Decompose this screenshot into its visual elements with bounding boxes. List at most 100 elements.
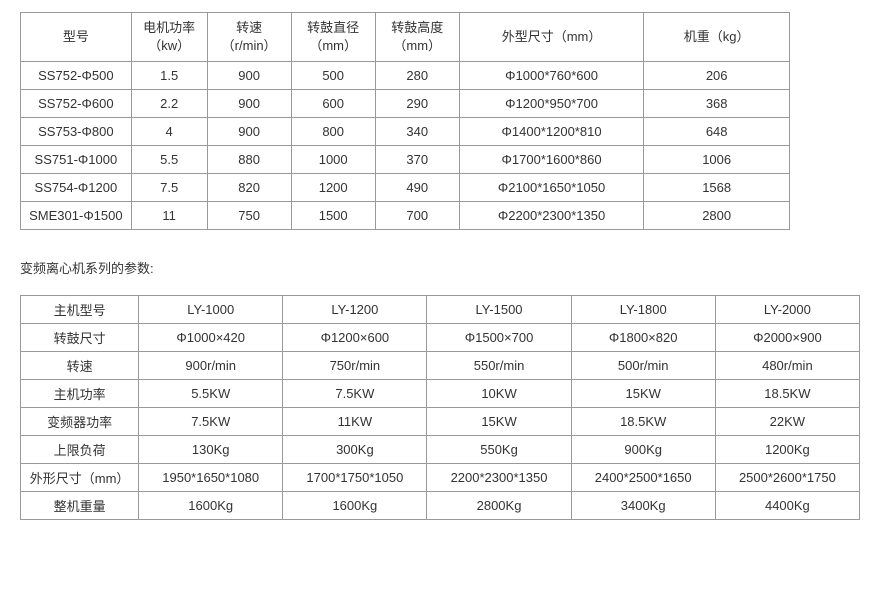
table2-cell: 480r/min xyxy=(715,352,859,380)
table1-cell: 5.5 xyxy=(131,146,207,174)
table1-cell: 1000 xyxy=(291,146,375,174)
table2-cell: 550Kg xyxy=(427,436,571,464)
table1-cell: 340 xyxy=(375,118,459,146)
table1-header-dimensions: 外型尺寸（mm） xyxy=(459,13,644,62)
table-row: SS752-Φ5001.5900500280Φ1000*760*600206 xyxy=(21,62,790,90)
table1-cell: 900 xyxy=(207,90,291,118)
table2-cell: 1200Kg xyxy=(715,436,859,464)
table2-cell: 2500*2600*1750 xyxy=(715,464,859,492)
table2-cell: 18.5KW xyxy=(571,408,715,436)
table2-cell: 10KW xyxy=(427,380,571,408)
table1-cell: 1.5 xyxy=(131,62,207,90)
table1-header-model: 型号 xyxy=(21,13,132,62)
table2-cell: 2400*2500*1650 xyxy=(571,464,715,492)
table1-cell: 648 xyxy=(644,118,790,146)
table2-cell: Φ2000×900 xyxy=(715,324,859,352)
table1-cell: 800 xyxy=(291,118,375,146)
table2-cell: LY-1000 xyxy=(139,296,283,324)
table1-cell: Φ2100*1650*1050 xyxy=(459,174,644,202)
table1-cell: 700 xyxy=(375,202,459,230)
table2-cell: 1950*1650*1080 xyxy=(139,464,283,492)
table-row: 变频器功率7.5KW11KW15KW18.5KW22KW xyxy=(21,408,860,436)
table1-cell: 4 xyxy=(131,118,207,146)
table2-cell: 15KW xyxy=(427,408,571,436)
table2-cell: 130Kg xyxy=(139,436,283,464)
table2-row-label: 外形尺寸（mm） xyxy=(21,464,139,492)
table2-cell: 300Kg xyxy=(283,436,427,464)
table1-cell: 370 xyxy=(375,146,459,174)
table1-body: SS752-Φ5001.5900500280Φ1000*760*600206SS… xyxy=(21,62,790,230)
table2-row-label: 主机功率 xyxy=(21,380,139,408)
table-row: 转鼓尺寸Φ1000×420Φ1200×600Φ1500×700Φ1800×820… xyxy=(21,324,860,352)
table-row: SS751-Φ10005.58801000370Φ1700*1600*86010… xyxy=(21,146,790,174)
table1-header-speed: 转速（r/min） xyxy=(207,13,291,62)
table2-body: 主机型号LY-1000LY-1200LY-1500LY-1800LY-2000转… xyxy=(21,296,860,520)
table1-cell: Φ1200*950*700 xyxy=(459,90,644,118)
table-row: 整机重量1600Kg1600Kg2800Kg3400Kg4400Kg xyxy=(21,492,860,520)
table1-header-drum-height: 转鼓高度（mm） xyxy=(375,13,459,62)
table2-row-label: 主机型号 xyxy=(21,296,139,324)
table1-cell: SS754-Φ1200 xyxy=(21,174,132,202)
table1-header-drum-diameter: 转鼓直径（mm） xyxy=(291,13,375,62)
table1-header-weight: 机重（kg） xyxy=(644,13,790,62)
table2-row-label: 变频器功率 xyxy=(21,408,139,436)
table2-row-label: 转速 xyxy=(21,352,139,380)
table2-cell: LY-1200 xyxy=(283,296,427,324)
table1-cell: SS752-Φ500 xyxy=(21,62,132,90)
table-row: 上限负荷130Kg300Kg550Kg900Kg1200Kg xyxy=(21,436,860,464)
table-row: 主机功率5.5KW7.5KW10KW15KW18.5KW xyxy=(21,380,860,408)
table2-cell: 3400Kg xyxy=(571,492,715,520)
table2-cell: 7.5KW xyxy=(283,380,427,408)
table2-cell: 5.5KW xyxy=(139,380,283,408)
table2-cell: 18.5KW xyxy=(715,380,859,408)
table1-cell: Φ2200*2300*1350 xyxy=(459,202,644,230)
table1-cell: 280 xyxy=(375,62,459,90)
table1-cell: 2800 xyxy=(644,202,790,230)
table1-cell: 490 xyxy=(375,174,459,202)
table1-cell: 750 xyxy=(207,202,291,230)
table1-cell: 900 xyxy=(207,118,291,146)
table1-cell: 1568 xyxy=(644,174,790,202)
table1-cell: SS751-Φ1000 xyxy=(21,146,132,174)
spec-table-1: 型号 电机功率（kw） 转速（r/min） 转鼓直径（mm） 转鼓高度（mm） … xyxy=(20,12,790,230)
table1-cell: 1006 xyxy=(644,146,790,174)
table2-cell: Φ1200×600 xyxy=(283,324,427,352)
table-row: 转速900r/min750r/min550r/min500r/min480r/m… xyxy=(21,352,860,380)
table2-cell: 4400Kg xyxy=(715,492,859,520)
table1-cell: SS752-Φ600 xyxy=(21,90,132,118)
table2-cell: Φ1800×820 xyxy=(571,324,715,352)
table1-cell: Φ1700*1600*860 xyxy=(459,146,644,174)
table1-cell: 11 xyxy=(131,202,207,230)
table1-cell: 7.5 xyxy=(131,174,207,202)
spec-table-2: 主机型号LY-1000LY-1200LY-1500LY-1800LY-2000转… xyxy=(20,295,860,520)
table2-cell: LY-1500 xyxy=(427,296,571,324)
table1-cell: 500 xyxy=(291,62,375,90)
table2-cell: 750r/min xyxy=(283,352,427,380)
table1-cell: 2.2 xyxy=(131,90,207,118)
table1-cell: 880 xyxy=(207,146,291,174)
table2-cell: LY-1800 xyxy=(571,296,715,324)
table1-header-power: 电机功率（kw） xyxy=(131,13,207,62)
table-row: 外形尺寸（mm）1950*1650*10801700*1750*10502200… xyxy=(21,464,860,492)
table2-cell: 22KW xyxy=(715,408,859,436)
table1-header-row: 型号 电机功率（kw） 转速（r/min） 转鼓直径（mm） 转鼓高度（mm） … xyxy=(21,13,790,62)
table1-cell: Φ1400*1200*810 xyxy=(459,118,644,146)
table2-cell: Φ1000×420 xyxy=(139,324,283,352)
section-subtitle: 变频离心机系列的参数: xyxy=(20,258,853,277)
table-row: SS754-Φ12007.58201200490Φ2100*1650*10501… xyxy=(21,174,790,202)
table1-cell: SS753-Φ800 xyxy=(21,118,132,146)
table2-cell: 900Kg xyxy=(571,436,715,464)
table2-cell: 1600Kg xyxy=(283,492,427,520)
table1-cell: 290 xyxy=(375,90,459,118)
table2-cell: 1600Kg xyxy=(139,492,283,520)
table2-cell: 2200*2300*1350 xyxy=(427,464,571,492)
table2-cell: Φ1500×700 xyxy=(427,324,571,352)
table2-cell: 2800Kg xyxy=(427,492,571,520)
table2-cell: 550r/min xyxy=(427,352,571,380)
table-row: 主机型号LY-1000LY-1200LY-1500LY-1800LY-2000 xyxy=(21,296,860,324)
table1-cell: Φ1000*760*600 xyxy=(459,62,644,90)
table2-cell: 500r/min xyxy=(571,352,715,380)
table2-row-label: 上限负荷 xyxy=(21,436,139,464)
table2-cell: 11KW xyxy=(283,408,427,436)
table2-cell: 900r/min xyxy=(139,352,283,380)
